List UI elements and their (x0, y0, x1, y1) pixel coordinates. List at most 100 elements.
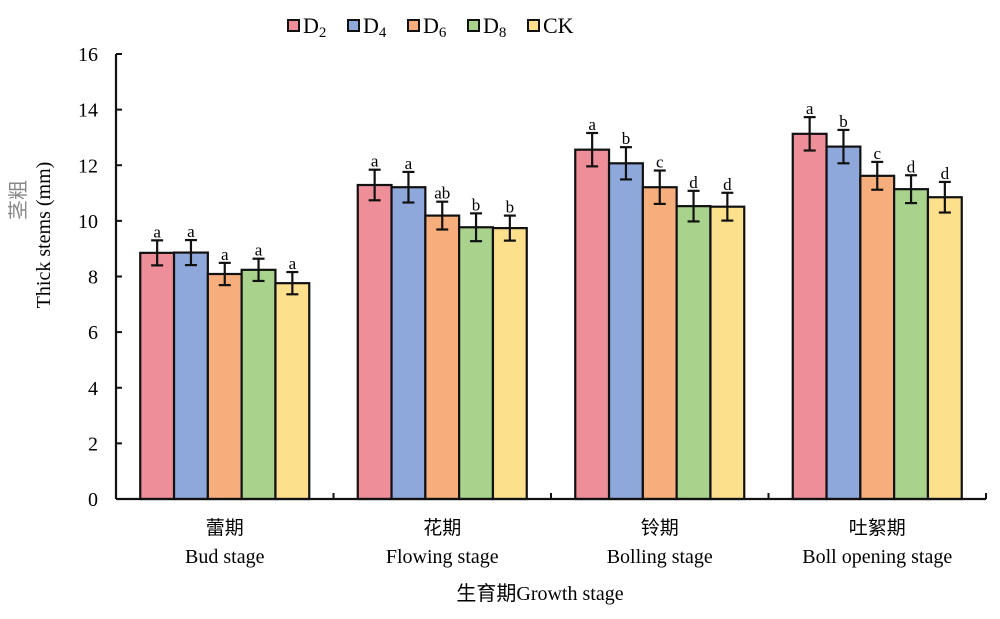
significance-letter: a (588, 115, 596, 134)
error-bar-d8-0 (252, 257, 265, 283)
bar-d2-1 (356, 183, 393, 501)
error-bar-d4-1 (402, 170, 415, 204)
bar-d6-3 (859, 174, 896, 501)
category-label-en: Boll opening stage (802, 546, 952, 568)
legend-label: CK (543, 13, 574, 38)
significance-letter: d (941, 164, 950, 183)
significance-letter: a (187, 222, 195, 241)
y-tick-label: 10 (78, 211, 98, 233)
error-bar-d8-3 (905, 174, 918, 205)
significance-letter: b (839, 112, 848, 131)
y-tick-label: 0 (88, 489, 98, 511)
error-bar-d6-3 (871, 160, 884, 191)
legend-swatch (467, 19, 480, 32)
legend: D2 D4 D6 D8 CK (287, 13, 574, 41)
y-tick-label: 2 (88, 433, 98, 455)
significance-letter: b (472, 195, 481, 214)
bar-d6-1 (424, 214, 461, 501)
error-bar-ck-0 (286, 270, 299, 296)
bar-d6-0 (206, 272, 243, 501)
bar-d2-0 (139, 251, 176, 501)
significance-letter: c (656, 153, 664, 172)
legend-swatch (407, 19, 420, 32)
legend-label: D4 (363, 13, 387, 41)
bar-d8-1 (458, 226, 495, 501)
legend-label: D8 (483, 13, 506, 41)
legend-label: D6 (423, 13, 447, 41)
error-bar-ck-1 (503, 214, 516, 242)
legend-item-d2: D2 (287, 13, 326, 41)
error-bar-d4-3 (837, 128, 850, 165)
significance-letter: ab (434, 184, 450, 203)
category-label-en: Bud stage (185, 546, 265, 568)
y-axis-label-cn: 茎粗 (6, 180, 30, 220)
significance-letter: a (255, 241, 263, 260)
error-bar-d2-0 (151, 239, 164, 267)
significance-letter: b (506, 198, 515, 217)
significance-letter: a (405, 154, 413, 173)
bars-layer (139, 132, 963, 501)
y-axis-label: Thick stems (mm) (33, 162, 55, 309)
error-bar-d4-0 (184, 238, 197, 267)
bar-d8-3 (893, 188, 930, 501)
error-bar-d8-2 (687, 189, 700, 223)
significance-letter: a (221, 245, 229, 264)
category-label-en: Bolling stage (607, 546, 713, 568)
x-axis-label: 生育期Growth stage (456, 582, 623, 605)
significance-letter: c (873, 144, 881, 163)
error-bar-d6-1 (436, 200, 449, 231)
legend-swatch (347, 19, 360, 32)
significance-letter: a (371, 152, 379, 171)
bar-ck-3 (926, 196, 963, 501)
error-bar-d6-0 (218, 261, 231, 287)
error-bar-ck-3 (938, 180, 951, 214)
category-label-cn: 铃期 (641, 517, 679, 539)
bar-d4-3 (825, 145, 862, 501)
legend-item-d4: D4 (347, 13, 387, 41)
error-bars-layer (151, 116, 951, 296)
y-tick-label: 8 (88, 267, 98, 289)
bar-d6-2 (641, 186, 678, 501)
error-bar-d2-3 (803, 116, 816, 152)
error-bar-ck-2 (721, 191, 734, 222)
significance-letter: b (622, 129, 631, 148)
significance-letter: a (153, 222, 161, 241)
error-bar-d8-1 (470, 212, 483, 243)
significance-letter: d (907, 157, 916, 176)
category-label-cn: 吐絮期 (849, 517, 906, 539)
bar-d4-0 (172, 251, 209, 501)
significance-letter: a (806, 99, 814, 118)
y-tick-label: 6 (88, 322, 98, 344)
legend-swatch (287, 19, 300, 32)
bar-ck-0 (274, 282, 311, 501)
bar-d8-2 (675, 205, 712, 501)
significance-letter: d (723, 175, 732, 194)
error-bar-d2-2 (586, 131, 599, 168)
bar-d2-2 (574, 148, 611, 501)
legend-item-d8: D8 (467, 13, 506, 41)
bar-ck-2 (709, 205, 746, 501)
error-bar-d4-2 (619, 146, 632, 181)
category-label-cn: 花期 (423, 517, 461, 539)
bar-ck-1 (491, 227, 528, 501)
error-bar-d6-2 (653, 169, 666, 206)
x-category-labels: 蕾期 Bud stage 花期 Flowing stage 铃期 Bolling stag… (185, 517, 952, 568)
axes (114, 53, 987, 501)
category-label-cn: 蕾期 (206, 517, 244, 539)
significance-letter: d (689, 173, 698, 192)
legend-item-d6: D6 (407, 13, 447, 41)
category-label-en: Flowing stage (386, 546, 499, 568)
bar-d4-2 (607, 162, 644, 501)
legend-label: D2 (303, 13, 326, 41)
y-tick-label: 4 (88, 378, 98, 400)
bar-d2-3 (791, 132, 828, 501)
legend-item-ck: CK (527, 13, 574, 38)
y-tick-label: 14 (78, 100, 98, 122)
bar-d8-0 (240, 268, 277, 501)
significance-letter: a (289, 254, 297, 273)
y-tick-labels: 0 2 4 6 8 10 12 14 16 (78, 44, 98, 511)
y-tick-label: 16 (78, 44, 98, 66)
legend-swatch (527, 19, 540, 32)
